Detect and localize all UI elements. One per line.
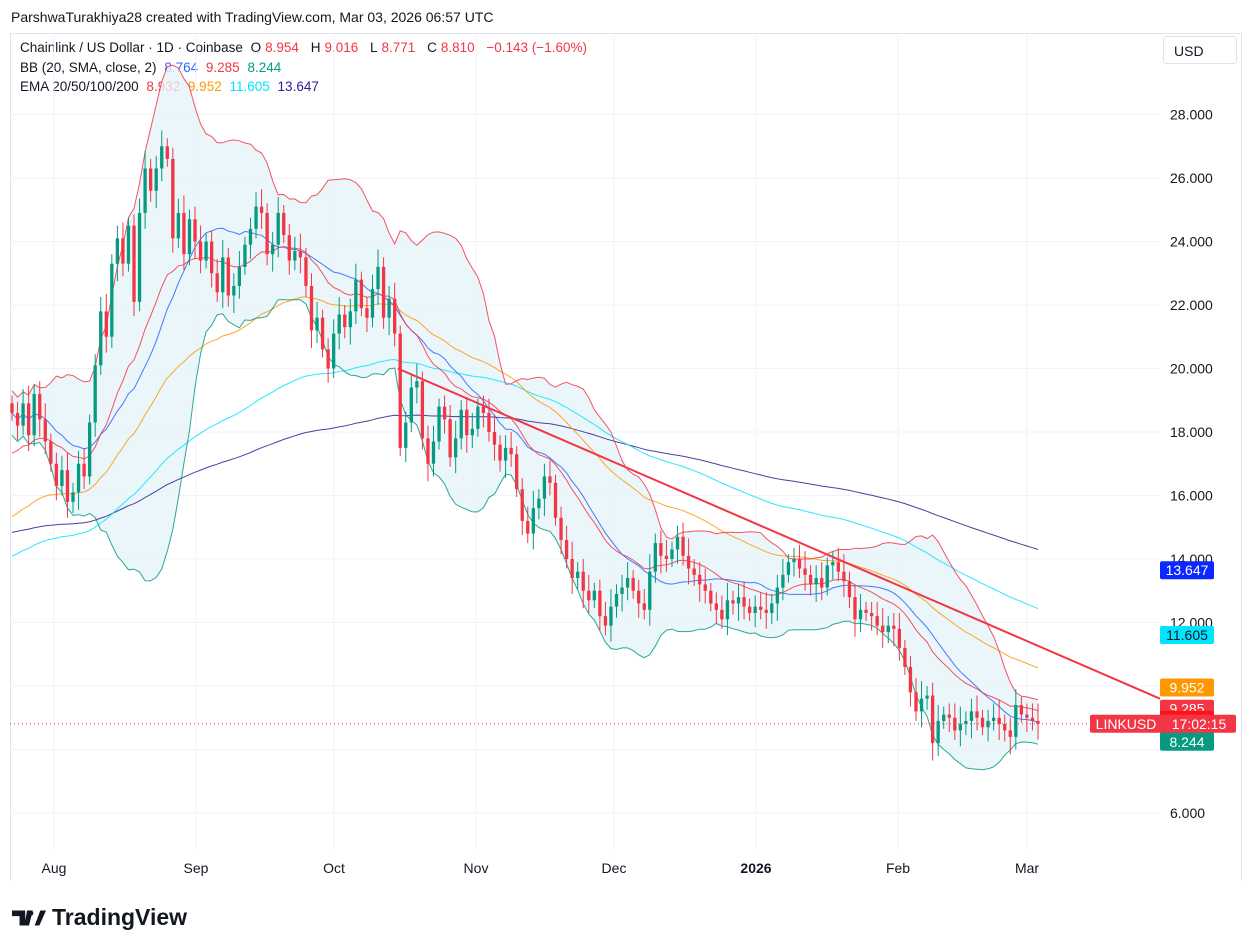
- symbol-title: Chainlink / US Dollar · 1D · Coinbase: [20, 40, 243, 55]
- ema-label: EMA 20/50/100/200: [20, 79, 139, 94]
- bb-label: BB (20, SMA, close, 2): [20, 60, 157, 75]
- high-label: H: [310, 40, 321, 55]
- close-label: C: [427, 40, 437, 55]
- bb-basis-value: 8.764: [164, 60, 199, 75]
- ema-legend[interactable]: EMA 20/50/100/200 8.932 9.952 11.605 13.…: [20, 79, 323, 94]
- tradingview-logo-text: TradingView: [52, 904, 188, 930]
- ema200-value: 13.647: [277, 79, 319, 94]
- tradingview-logo-icon: [12, 909, 46, 926]
- bb-upper-value: 9.285: [205, 60, 240, 75]
- close-value: 8.810: [440, 40, 475, 55]
- low-label: L: [370, 40, 378, 55]
- tradingview-logo[interactable]: TradingView: [12, 904, 187, 931]
- open-value: 8.954: [265, 40, 299, 55]
- currency-selector[interactable]: USD: [1163, 36, 1237, 64]
- bb-legend[interactable]: BB (20, SMA, close, 2) 8.764 9.285 8.244: [20, 60, 285, 75]
- ema50-value: 9.952: [187, 79, 222, 94]
- change-value: −0.143 (−1.60%): [486, 40, 587, 55]
- bb-lower-value: 8.244: [247, 60, 282, 75]
- chart-credit: ParshwaTurakhiya28 created with TradingV…: [11, 9, 494, 25]
- ema20-value: 8.932: [146, 79, 181, 94]
- low-value: 8.771: [381, 40, 416, 55]
- high-value: 9.016: [324, 40, 359, 55]
- ema100-value: 11.605: [229, 79, 270, 94]
- chart-frame[interactable]: [10, 33, 1242, 881]
- open-label: O: [250, 40, 262, 55]
